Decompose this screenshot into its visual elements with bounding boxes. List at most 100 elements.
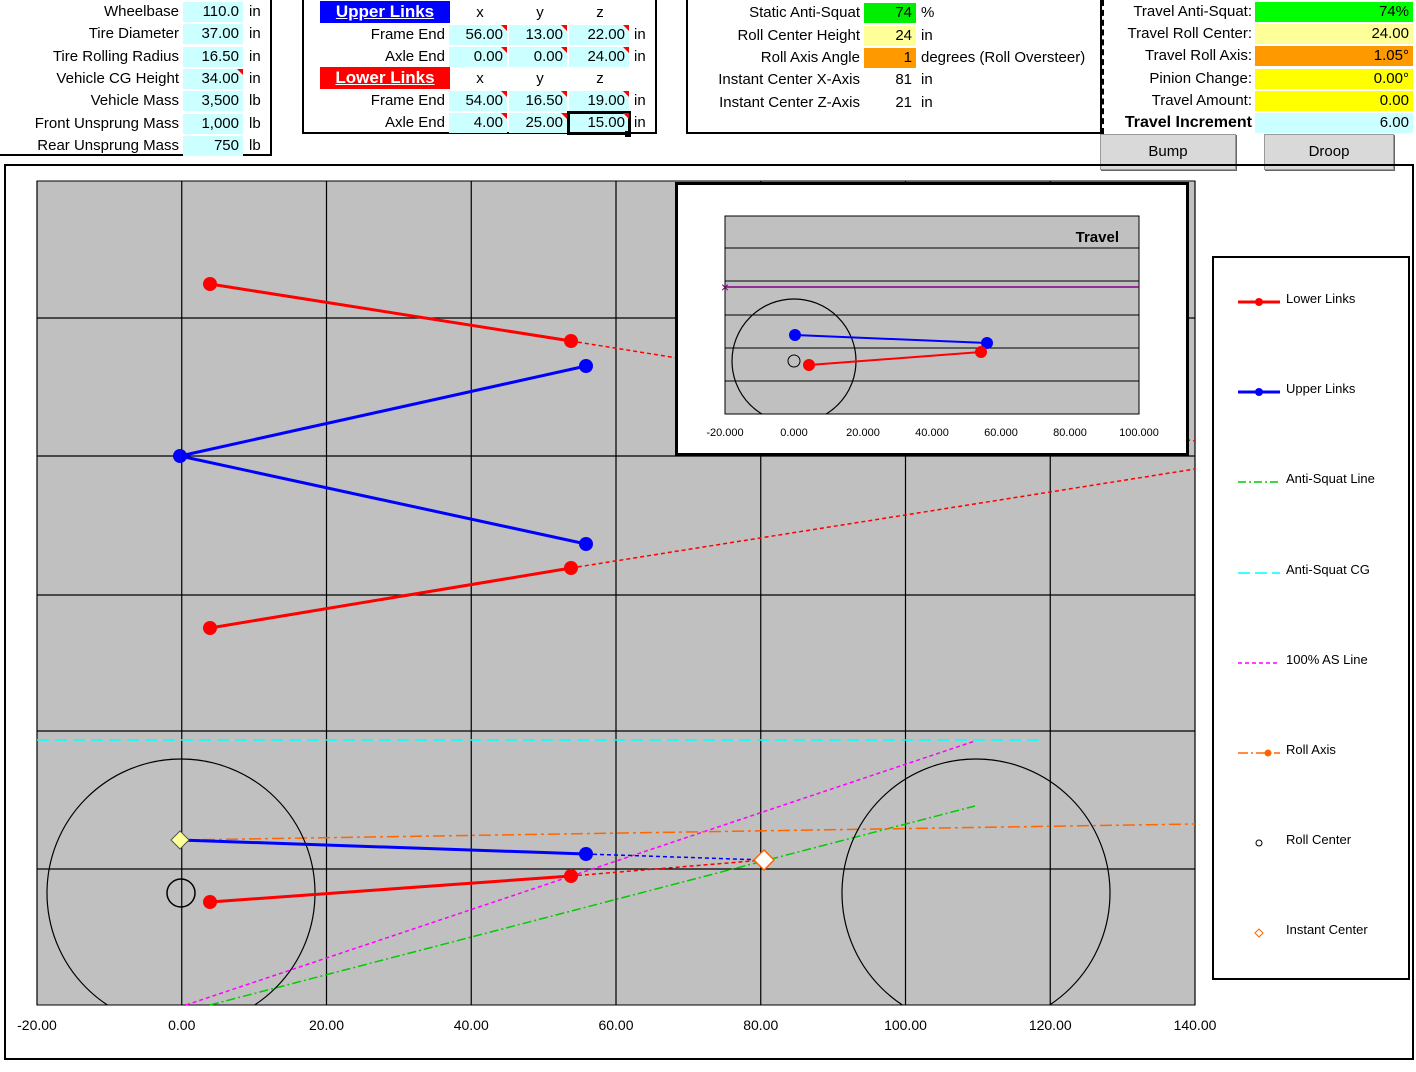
x-tick-label: 140.00	[1174, 1017, 1217, 1033]
roll-axis-line	[179, 823, 1196, 841]
upper-link-side	[179, 838, 587, 856]
x-tick-label: 60.00	[598, 1017, 633, 1033]
travel-row-label: Pinion Change:	[1149, 69, 1252, 87]
upper-link-unit: in	[634, 26, 646, 43]
vehicle-param-input[interactable]: 1,000	[183, 113, 243, 134]
lower-col-y: y	[536, 70, 544, 87]
lower-link-point	[203, 895, 217, 909]
vehicle-param-label: Tire Diameter	[88, 25, 179, 43]
static-anti-squat-unit: %	[921, 4, 935, 21]
inset-lower-point	[975, 346, 987, 358]
legend-item: Roll Center	[1214, 829, 1404, 851]
legend-item: 100% AS Line	[1214, 649, 1404, 671]
lower-link-projection-side	[570, 859, 765, 877]
vehicle-param-unit: in	[249, 25, 261, 43]
instant-center-z-value: 21	[895, 94, 912, 111]
upper-links-header: Upper Links	[320, 1, 450, 23]
instant-center-marker	[752, 848, 776, 872]
results-panel	[686, 0, 1102, 134]
as-100-line-icon	[1236, 655, 1282, 672]
travel-row-value: 74%	[1255, 2, 1413, 22]
roll-center-height-value: 24	[864, 26, 916, 46]
x-tick-label: 80.00	[743, 1017, 778, 1033]
lower-links-header: Lower Links	[320, 67, 450, 89]
inset-x-tick-label: 40.000	[915, 427, 949, 439]
travel-row-label: Travel Roll Axis:	[1145, 47, 1252, 65]
lower-col-x: x	[476, 70, 484, 87]
upper-link-y-input[interactable]: 0.00	[509, 47, 567, 67]
upper-link-point	[173, 449, 187, 463]
inset-lower-point	[803, 359, 815, 371]
vehicle-param-unit: in	[249, 69, 261, 87]
lower-link-point	[203, 277, 217, 291]
upper-link-z-input[interactable]: 22.00	[569, 25, 629, 45]
vehicle-param-input[interactable]: 37.00	[183, 24, 243, 45]
lower-link-x-input[interactable]: 54.00	[449, 91, 507, 111]
upper-links-icon	[1236, 384, 1282, 401]
anti-squat-line-icon	[1236, 474, 1282, 491]
travel-row-label: Travel Amount:	[1151, 91, 1252, 109]
upper-link-z-input[interactable]: 24.00	[569, 47, 629, 67]
lower-link-unit: in	[634, 92, 646, 109]
instant-center-icon	[1236, 925, 1282, 942]
lower-link-z-input[interactable]: 15.00	[567, 111, 631, 135]
inset-x-tick-label: 80.000	[1053, 427, 1087, 439]
as-100-line	[185, 740, 976, 1006]
inset-x-tick-label: -20.000	[706, 427, 743, 439]
instant-center-x-label: Instant Center X-Axis	[718, 71, 860, 88]
x-tick-label: 100.00	[884, 1017, 927, 1033]
upper-col-x: x	[476, 4, 484, 21]
roll-center-height-label: Roll Center Height	[737, 27, 860, 44]
travel-row-label: Travel Anti-Squat:	[1133, 3, 1252, 20]
inset-travel-marker: ×	[721, 279, 729, 295]
links-panel	[302, 0, 657, 134]
x-tick-label: 20.00	[309, 1017, 344, 1033]
instant-center-x-unit: in	[921, 71, 933, 88]
legend-label: Roll Center	[1286, 832, 1352, 848]
chart-frame	[4, 164, 1414, 1060]
upper-link-y-input[interactable]: 13.00	[509, 25, 567, 45]
lower-link-y-input[interactable]: 16.50	[509, 91, 567, 111]
inset-x-tick-label: 20.000	[846, 427, 880, 439]
inset-upper-point	[789, 329, 801, 341]
x-tick-label: 120.00	[1029, 1017, 1072, 1033]
vehicle-param-input[interactable]: 110.0	[183, 2, 243, 22]
static-anti-squat-label: Static Anti-Squat	[749, 4, 860, 21]
vehicle-param-input[interactable]: 3,500	[183, 91, 243, 112]
inset-chart: Travel × -20.000 0.000 20.000 40.000 60.000 80.…	[706, 215, 1159, 439]
travel-row-value: 0.00	[1255, 90, 1413, 111]
upper-link-point	[579, 359, 593, 373]
fill-handle[interactable]	[625, 131, 631, 137]
travel-row-value: 1.05°	[1255, 46, 1413, 67]
vehicle-param-input[interactable]: 34.00	[183, 68, 243, 89]
lower-link-x-input[interactable]: 4.00	[449, 113, 507, 133]
legend-label: Anti-Squat Line	[1286, 471, 1375, 487]
vehicle-param-label: Vehicle Mass	[90, 92, 179, 110]
travel-row-value: 0.00°	[1255, 68, 1413, 89]
anti-squat-line	[209, 805, 976, 1006]
vehicle-param-input[interactable]: 750	[183, 135, 243, 156]
legend-label: Roll Axis	[1286, 742, 1336, 757]
lower-link-point	[564, 561, 578, 575]
lower-link-row-label: Axle End	[384, 114, 445, 131]
vehicle-parameters-panel	[0, 0, 272, 156]
roll-axis-angle-value: 1	[864, 48, 916, 68]
vehicle-param-label: Vehicle CG Height	[56, 69, 179, 87]
lower-links-icon	[1236, 294, 1282, 311]
anti-squat-cg-icon	[1236, 565, 1282, 582]
roll-center-height-unit: in	[921, 27, 933, 44]
upper-link-x-input[interactable]: 0.00	[449, 47, 507, 67]
upper-link-point	[579, 537, 593, 551]
legend-item: Anti-Squat Line	[1214, 468, 1404, 490]
vehicle-param-input[interactable]: 16.50	[183, 46, 243, 67]
lower-link-y-input[interactable]: 25.00	[509, 113, 567, 133]
vehicle-param-label: Wheelbase	[103, 3, 179, 20]
travel-row-value[interactable]: 6.00	[1255, 113, 1413, 133]
inset-upper-point	[981, 337, 993, 349]
upper-link-x-input[interactable]: 56.00	[449, 25, 507, 45]
instant-center-x-value: 81	[895, 71, 912, 88]
travel-row-label: Travel Roll Center:	[1127, 25, 1252, 43]
lower-link-z-input[interactable]: 19.00	[569, 91, 629, 111]
legend-item: Instant Center	[1214, 919, 1404, 941]
